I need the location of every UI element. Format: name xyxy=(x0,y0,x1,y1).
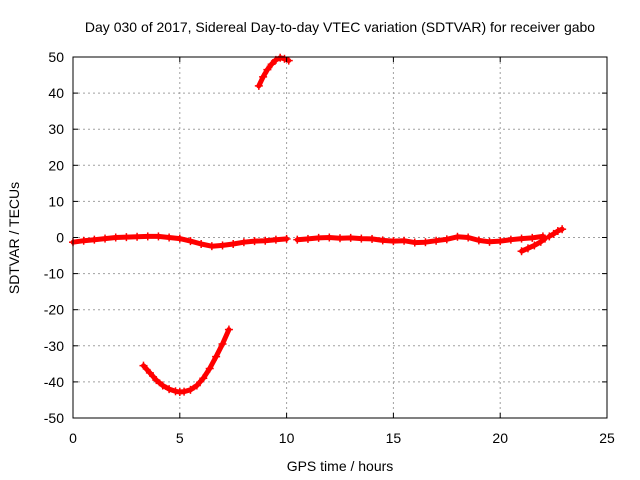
x-tick-label: 20 xyxy=(492,430,508,446)
series-near-zero-band-later- xyxy=(293,232,547,247)
x-tick-label: 15 xyxy=(386,430,402,446)
series-negative-arc xyxy=(139,325,233,397)
y-axis-label: SDTVAR / TECUs xyxy=(6,182,22,294)
y-tick-label: -20 xyxy=(44,302,64,318)
series-end-segment xyxy=(545,225,567,241)
x-axis-label: GPS time / hours xyxy=(287,458,394,474)
series-positive-arc xyxy=(254,53,293,90)
series-near-zero-band xyxy=(69,232,291,251)
y-tick-label: 0 xyxy=(56,230,64,246)
y-tick-label: 30 xyxy=(48,121,64,137)
x-tick-label: 0 xyxy=(69,430,77,446)
x-tick-label: 25 xyxy=(599,430,615,446)
x-tick-label: 10 xyxy=(279,430,295,446)
y-tick-label: -50 xyxy=(44,410,64,426)
axis-ticks: -50 -40 -30 -20 -10 0 10 20 30 40 50 0 5 10 15 20 25 xyxy=(44,49,615,446)
y-tick-label: 50 xyxy=(48,49,64,65)
y-tick-label: 40 xyxy=(48,85,64,101)
y-tick-label: -10 xyxy=(44,266,64,282)
y-tick-label: 20 xyxy=(48,157,64,173)
y-tick-label: 10 xyxy=(48,193,64,209)
series-late-descending-segment xyxy=(517,234,550,256)
series-line xyxy=(546,226,565,239)
y-tick-label: -30 xyxy=(44,338,64,354)
plot-area xyxy=(69,53,567,397)
chart-title: Day 030 of 2017, Sidereal Day-to-day VTE… xyxy=(85,19,595,35)
x-tick-label: 5 xyxy=(176,430,184,446)
y-tick-label: -40 xyxy=(44,374,64,390)
